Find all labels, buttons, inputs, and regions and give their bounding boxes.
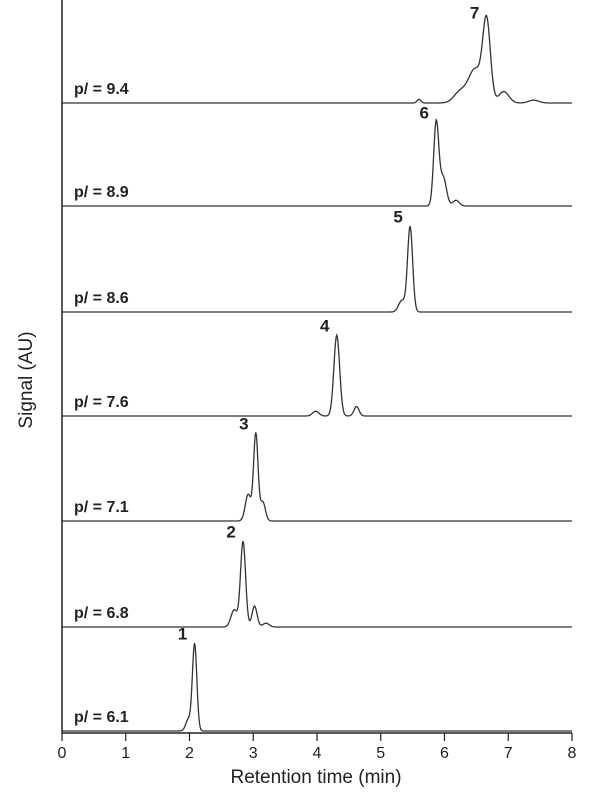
x-tick-label: 6 — [440, 745, 449, 762]
axes-group: 0 1 2 3 4 5 6 7 8 — [58, 0, 577, 762]
trace-line — [62, 14, 572, 104]
trace-line — [62, 117, 572, 207]
x-axis-title: Retention time (min) — [230, 767, 401, 788]
peak-number-label: 3 — [239, 415, 248, 434]
trace-line — [62, 540, 572, 628]
trace-pi-label: p/ = 7.1 — [74, 499, 129, 516]
x-tick-label: 7 — [504, 745, 513, 762]
x-tick-label: 2 — [185, 745, 194, 762]
trace-3: p/ = 7.1 3 — [62, 415, 572, 522]
trace-6: p/ = 8.9 6 — [62, 103, 572, 207]
x-tick-label: 8 — [568, 745, 577, 762]
trace-pi-label: p/ = 7.6 — [74, 394, 129, 411]
x-ticks-group: 0 1 2 3 4 5 6 7 8 — [58, 733, 577, 762]
peak-number-label: 7 — [470, 3, 479, 22]
trace-2: p/ = 6.8 2 — [62, 523, 572, 628]
peak-number-label: 6 — [419, 103, 428, 122]
trace-pi-label: p/ = 6.8 — [74, 605, 129, 622]
peak-number-label: 4 — [320, 316, 330, 335]
peak-number-label: 1 — [178, 625, 187, 644]
trace-line — [62, 333, 572, 417]
trace-pi-label: p/ = 9.4 — [74, 81, 129, 98]
peak-number-label: 2 — [226, 523, 235, 542]
trace-line — [62, 642, 572, 732]
trace-pi-label: p/ = 8.9 — [74, 184, 129, 201]
trace-pi-label: p/ = 6.1 — [74, 709, 129, 726]
x-tick-label: 0 — [58, 745, 67, 762]
trace-line — [62, 225, 572, 313]
trace-4: p/ = 7.6 4 — [62, 316, 572, 417]
trace-5: p/ = 8.6 5 — [62, 208, 572, 313]
x-tick-label: 1 — [121, 745, 130, 762]
peak-number-label: 5 — [393, 208, 402, 227]
x-tick-label: 3 — [249, 745, 258, 762]
x-tick-label: 4 — [313, 745, 322, 762]
trace-pi-label: p/ = 8.6 — [74, 290, 129, 307]
trace-1: p/ = 6.1 1 — [62, 625, 572, 732]
trace-line — [62, 432, 572, 522]
x-tick-label: 5 — [376, 745, 385, 762]
traces-group: p/ = 6.11p/ = 6.82p/ = 7.13p/ = 7.64p/ =… — [62, 3, 572, 732]
y-axis-title: Signal (AU) — [16, 331, 37, 428]
trace-7: p/ = 9.4 7 — [62, 3, 572, 104]
